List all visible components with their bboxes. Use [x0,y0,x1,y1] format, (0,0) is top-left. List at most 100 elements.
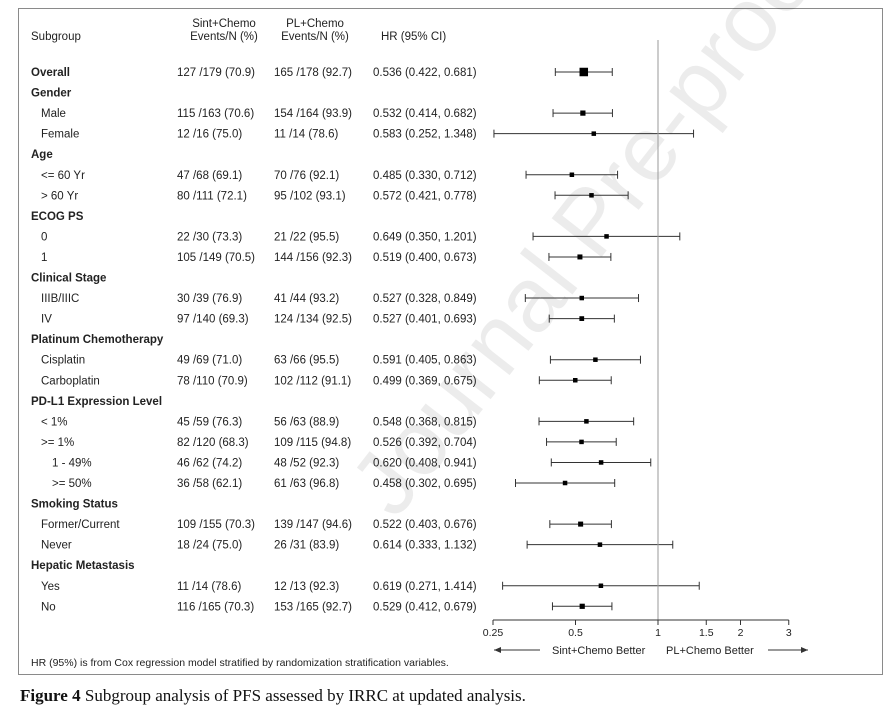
axis-tick-label: 0.5 [568,627,583,639]
forest-row: PD-L1 Expression Level [31,396,162,408]
row-hr: 0.649 (0.350, 1.201) [373,231,477,243]
row-col1: 109 /155 (70.3) [177,519,255,531]
row-col1: 78 /110 (70.9) [177,375,248,387]
header-col2-line2: Events/N (%) [281,31,349,43]
forest-row: IIIB/IIIC 30 /39 (76.9) 41 /44 (93.2) 0.527… [41,293,640,305]
row-label: Smoking Status [31,499,118,511]
axis-tick-label: 1 [655,627,661,639]
forest-row: > 60 Yr 80 /111 (72.1) 95 /102 (93.1) 0.572… [41,190,629,202]
row-col2: 11 /14 (78.6) [274,129,339,141]
hr-point [598,460,604,465]
row-col1: 127 /179 (70.9) [177,67,255,79]
header-subgroup: Subgroup [31,31,81,43]
rows-layer: Overall 127 /179 (70.9) 165 /178 (92.7) 0.5… [31,67,700,613]
forest-row: >= 1% 82 /120 (68.3) 109 /115 (94.8) 0.526 … [41,437,617,449]
row-label: 1 [41,252,47,264]
row-col2: 12 /13 (92.3) [274,581,339,593]
row-label: Age [31,149,53,161]
row-hr: 0.522 (0.403, 0.676) [373,519,477,531]
left-arrow-icon [494,647,501,653]
forest-row: IV 97 /140 (69.3) 124 /134 (92.5) 0.527 (0.… [41,314,615,326]
row-col2: 41 /44 (93.2) [274,293,339,305]
row-label: Female [41,129,79,141]
row-col2: 48 /52 (92.3) [274,457,339,469]
right-arrow-icon [801,647,808,653]
row-col2: 102 /112 (91.1) [274,375,351,387]
hr-point [578,521,584,527]
header-hr: HR (95% CI) [381,31,446,43]
row-col2: 153 /165 (92.7) [274,601,352,613]
row-col1: 116 /165 (70.3) [177,601,254,613]
row-col1: 12 /16 (75.0) [177,129,242,141]
row-label: < 1% [41,416,68,428]
row-col1: 22 /30 (73.3) [177,231,242,243]
row-hr: 0.532 (0.414, 0.682) [373,108,477,120]
hr-point [579,603,585,609]
row-col2: 124 /134 (92.5) [274,314,352,326]
row-col1: 49 /69 (71.0) [177,355,242,367]
axis-tick-label: 3 [786,627,792,639]
row-hr: 0.519 (0.400, 0.673) [373,252,477,264]
forest-row: < 1% 45 /59 (76.3) 56 /63 (88.9) 0.548 (0.3… [41,416,635,428]
row-label: PD-L1 Expression Level [31,396,162,408]
row-col2: 109 /115 (94.8) [274,437,351,449]
row-label: 1 - 49% [52,457,92,469]
hr-point [577,254,583,260]
hr-point [579,316,585,321]
forest-row: Carboplatin 78 /110 (70.9) 102 /112 (91.1)… [41,375,612,387]
row-hr: 0.620 (0.408, 0.941) [373,457,477,469]
row-hr: 0.526 (0.392, 0.704) [373,437,477,449]
forest-row: <= 60 Yr 47 /68 (69.1) 70 /76 (92.1) 0.485 … [41,170,619,182]
row-col2: 165 /178 (92.7) [274,67,352,79]
hr-point [598,583,604,588]
row-col2: 144 /156 (92.3) [274,252,352,264]
hr-point [597,542,603,547]
row-label: Hepatic Metastasis [31,560,135,572]
hr-point [589,193,594,198]
row-hr: 0.591 (0.405, 0.863) [373,355,477,367]
row-label: Platinum Chemotherapy [31,334,164,346]
hr-point [580,110,586,116]
hr-point [579,67,589,77]
row-hr: 0.527 (0.328, 0.849) [373,293,477,305]
forest-row: 0 22 /30 (73.3) 21 /22 (95.5) 0.649 (0.350,… [41,231,681,243]
axis-tick-label: 1.5 [699,627,714,639]
forest-row: Hepatic Metastasis [31,560,135,572]
row-col1: 18 /24 (75.0) [177,540,242,552]
row-col1: 80 /111 (72.1) [177,190,247,202]
row-col1: 11 /14 (78.6) [177,581,242,593]
row-col2: 139 /147 (94.6) [274,519,352,531]
row-label: No [41,601,56,613]
header-col2-line1: PL+Chemo [286,18,344,30]
row-col1: 30 /39 (76.9) [177,293,242,305]
forest-row: Cisplatin 49 /69 (71.0) 63 /66 (95.5) 0.591… [41,355,641,367]
row-label: 0 [41,231,47,243]
hr-point [569,172,575,177]
row-label: Overall [31,67,70,79]
hr-point [591,131,597,136]
forest-row: Gender [31,88,72,100]
row-label: <= 60 Yr [41,170,85,182]
row-col2: 26 /31 (83.9) [274,540,339,552]
row-col2: 21 /22 (95.5) [274,231,339,243]
row-hr: 0.583 (0.252, 1.348) [373,129,477,141]
caption-text: Subgroup analysis of PFS assessed by IRR… [80,686,526,705]
row-hr: 0.529 (0.412, 0.679) [373,601,477,613]
forest-row: Clinical Stage [31,273,106,285]
hr-point [579,439,584,445]
row-label: Gender [31,88,72,100]
row-hr: 0.458 (0.302, 0.695) [373,478,477,490]
forest-row: Smoking Status [31,499,118,511]
hr-point [579,295,585,301]
row-col2: 56 /63 (88.9) [274,416,339,428]
row-col1: 82 /120 (68.3) [177,437,249,449]
row-label: IV [41,314,52,326]
forest-row: Never 18 /24 (75.0) 26 /31 (83.9) 0.614 (0.… [41,540,674,552]
hr-point [584,419,589,424]
row-label: Yes [41,581,60,593]
row-label: > 60 Yr [41,190,78,202]
row-label: >= 50% [52,478,92,490]
row-hr: 0.614 (0.333, 1.132) [373,540,477,552]
row-label: >= 1% [41,437,74,449]
forest-row: >= 50% 36 /58 (62.1) 61 /63 (96.8) 0.458 (0… [52,478,616,490]
